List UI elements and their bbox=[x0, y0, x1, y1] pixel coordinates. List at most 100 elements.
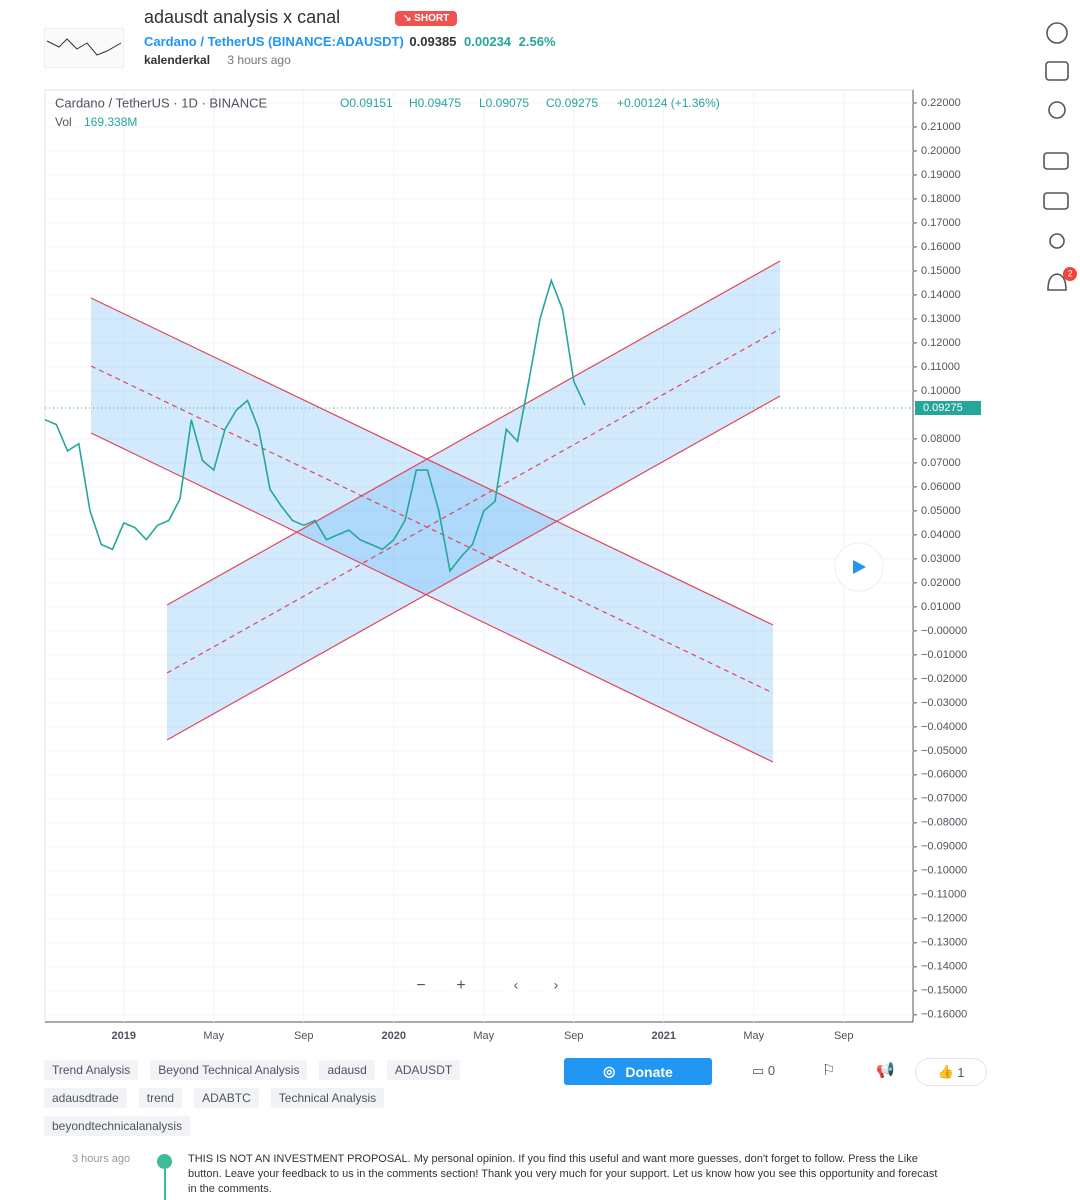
symbol-line: Cardano / TetherUS (BINANCE:ADAUSDT) 0.0… bbox=[144, 34, 556, 49]
y-tick-label: −0.13000 bbox=[921, 937, 967, 949]
zoom-in-icon: + bbox=[456, 977, 465, 994]
y-tick-label: 0.13000 bbox=[921, 313, 961, 325]
donate-text: Donate bbox=[625, 1063, 673, 1080]
y-tick-label: −0.01000 bbox=[921, 649, 967, 661]
change-pct: 2.56% bbox=[518, 34, 556, 49]
zoom-controls: − + ‹ › bbox=[409, 974, 568, 998]
channel-lines bbox=[90, 260, 781, 763]
x-tick-label: May bbox=[743, 1030, 764, 1042]
y-tick-label: −0.03000 bbox=[921, 697, 967, 709]
y-tick-label: −0.08000 bbox=[921, 817, 967, 829]
icon[interactable] bbox=[1046, 22, 1068, 44]
y-tick-label: 0.06000 bbox=[921, 481, 961, 493]
y-tick-label: 0.20000 bbox=[921, 145, 961, 157]
tag[interactable]: beyondtechnicalanalysis bbox=[44, 1116, 191, 1136]
tag[interactable]: Beyond Technical Analysis bbox=[150, 1060, 308, 1080]
author[interactable]: kalenderkal bbox=[144, 53, 211, 67]
trend-line bbox=[166, 260, 781, 606]
sidebar: 2 bbox=[1043, 22, 1077, 291]
y-tick-label: 0.10000 bbox=[921, 385, 961, 397]
y-tick-label: 0.04000 bbox=[921, 529, 961, 541]
grid bbox=[45, 90, 913, 1022]
vol-label: Vol bbox=[55, 115, 72, 129]
icon[interactable] bbox=[1047, 273, 1067, 291]
icon[interactable] bbox=[1048, 101, 1066, 119]
y-tick-label: 0.01000 bbox=[921, 601, 961, 613]
time: 3 hours ago bbox=[227, 53, 291, 67]
icon[interactable] bbox=[1043, 152, 1069, 170]
icon[interactable] bbox=[1045, 61, 1069, 81]
zoom-out[interactable] bbox=[409, 974, 433, 998]
like-button[interactable]: 👍 1 bbox=[915, 1058, 987, 1086]
legend-low: L0.09075 bbox=[479, 96, 529, 110]
scroll-left[interactable] bbox=[504, 974, 528, 998]
y-tick-label: 0.14000 bbox=[921, 289, 961, 301]
tag[interactable]: Technical Analysis bbox=[270, 1088, 385, 1108]
thumbnail[interactable] bbox=[44, 28, 124, 68]
x-tick-label: 2019 bbox=[112, 1030, 136, 1042]
y-tick-label: 0.17000 bbox=[921, 217, 961, 229]
y-tick-label: 0.08000 bbox=[921, 433, 961, 445]
trend-line bbox=[166, 395, 781, 741]
zoom-out-icon: − bbox=[416, 977, 425, 994]
trend-line bbox=[90, 432, 774, 763]
y-tick-label: 0.07000 bbox=[921, 457, 961, 469]
y-tick-label: −0.00000 bbox=[921, 625, 967, 637]
y-tick-label: −0.11000 bbox=[921, 889, 966, 901]
scroll-left-icon: ‹ bbox=[514, 977, 519, 993]
tag[interactable]: ADABTC bbox=[194, 1088, 259, 1108]
y-tick-label: 0.22000 bbox=[921, 97, 961, 109]
tag[interactable]: ADAUSDT bbox=[386, 1060, 461, 1080]
icon[interactable] bbox=[1043, 192, 1069, 210]
notification-badge bbox=[1063, 267, 1077, 281]
y-tick-label: 0.12000 bbox=[921, 337, 961, 349]
tag[interactable]: adausdtrade bbox=[44, 1088, 127, 1108]
scroll-right[interactable] bbox=[544, 974, 568, 998]
play-icon bbox=[853, 560, 866, 574]
comment-line bbox=[164, 1169, 166, 1200]
comment-time: 3 hours ago bbox=[72, 1153, 131, 1165]
tag[interactable]: trend bbox=[138, 1088, 183, 1108]
vol-value: 169.338M bbox=[84, 115, 137, 129]
x-tick-label: Sep bbox=[294, 1030, 314, 1042]
x-tick-label: 2021 bbox=[652, 1030, 676, 1042]
y-tick-label: −0.12000 bbox=[921, 913, 967, 925]
likes-count: 1 bbox=[957, 1064, 965, 1080]
meta: kalenderkal 3 hours ago bbox=[144, 53, 291, 67]
thumbnail-art bbox=[46, 38, 122, 56]
x-tick-label: May bbox=[473, 1030, 494, 1042]
y-tick-label: 0.02000 bbox=[921, 577, 961, 589]
donate-button[interactable]: ◎ Donate bbox=[564, 1058, 712, 1085]
tag[interactable]: Trend Analysis bbox=[44, 1060, 139, 1080]
x-tick-label: Sep bbox=[834, 1030, 854, 1042]
notification-count: 2 bbox=[1067, 268, 1072, 278]
legend-name: Cardano / TetherUS · 1D · BINANCE bbox=[55, 95, 267, 110]
icon[interactable] bbox=[1049, 233, 1065, 249]
y-tick-label: −0.09000 bbox=[921, 841, 967, 853]
x-tick-label: May bbox=[203, 1030, 224, 1042]
comments-number: 0 bbox=[767, 1063, 776, 1078]
y-tick-label: 0.15000 bbox=[921, 265, 961, 277]
tag[interactable]: adausd bbox=[319, 1060, 375, 1080]
zoom-in[interactable] bbox=[449, 974, 473, 998]
y-tick-label: −0.16000 bbox=[921, 1009, 967, 1021]
comments-count[interactable]: ▭ 0 bbox=[752, 1063, 776, 1078]
y-tick-label: 0.19000 bbox=[921, 169, 961, 181]
y-tick-label: 0.16000 bbox=[921, 241, 961, 253]
donate-icon: ◎ bbox=[603, 1063, 616, 1079]
tags: Trend Analysis Beyond Technical Analysis a… bbox=[44, 1060, 514, 1144]
last-price: 0.09275 bbox=[923, 402, 963, 414]
price: 0.09385 bbox=[409, 34, 457, 49]
scroll-right-icon: › bbox=[554, 977, 559, 993]
symbol[interactable]: Cardano / TetherUS bbox=[144, 34, 265, 49]
y-tick-label: −0.05000 bbox=[921, 745, 967, 757]
y-tick-label: −0.07000 bbox=[921, 793, 967, 805]
share[interactable]: 📢 bbox=[876, 1062, 895, 1079]
last-price-box bbox=[915, 401, 981, 415]
badge-text: SHORT bbox=[414, 13, 450, 24]
exchange[interactable]: (BINANCE:ADAUSDT) bbox=[268, 34, 404, 49]
y-tick-label: 0.05000 bbox=[921, 505, 961, 517]
comment-dot bbox=[157, 1154, 172, 1169]
flag[interactable]: ⚐ bbox=[822, 1062, 836, 1079]
